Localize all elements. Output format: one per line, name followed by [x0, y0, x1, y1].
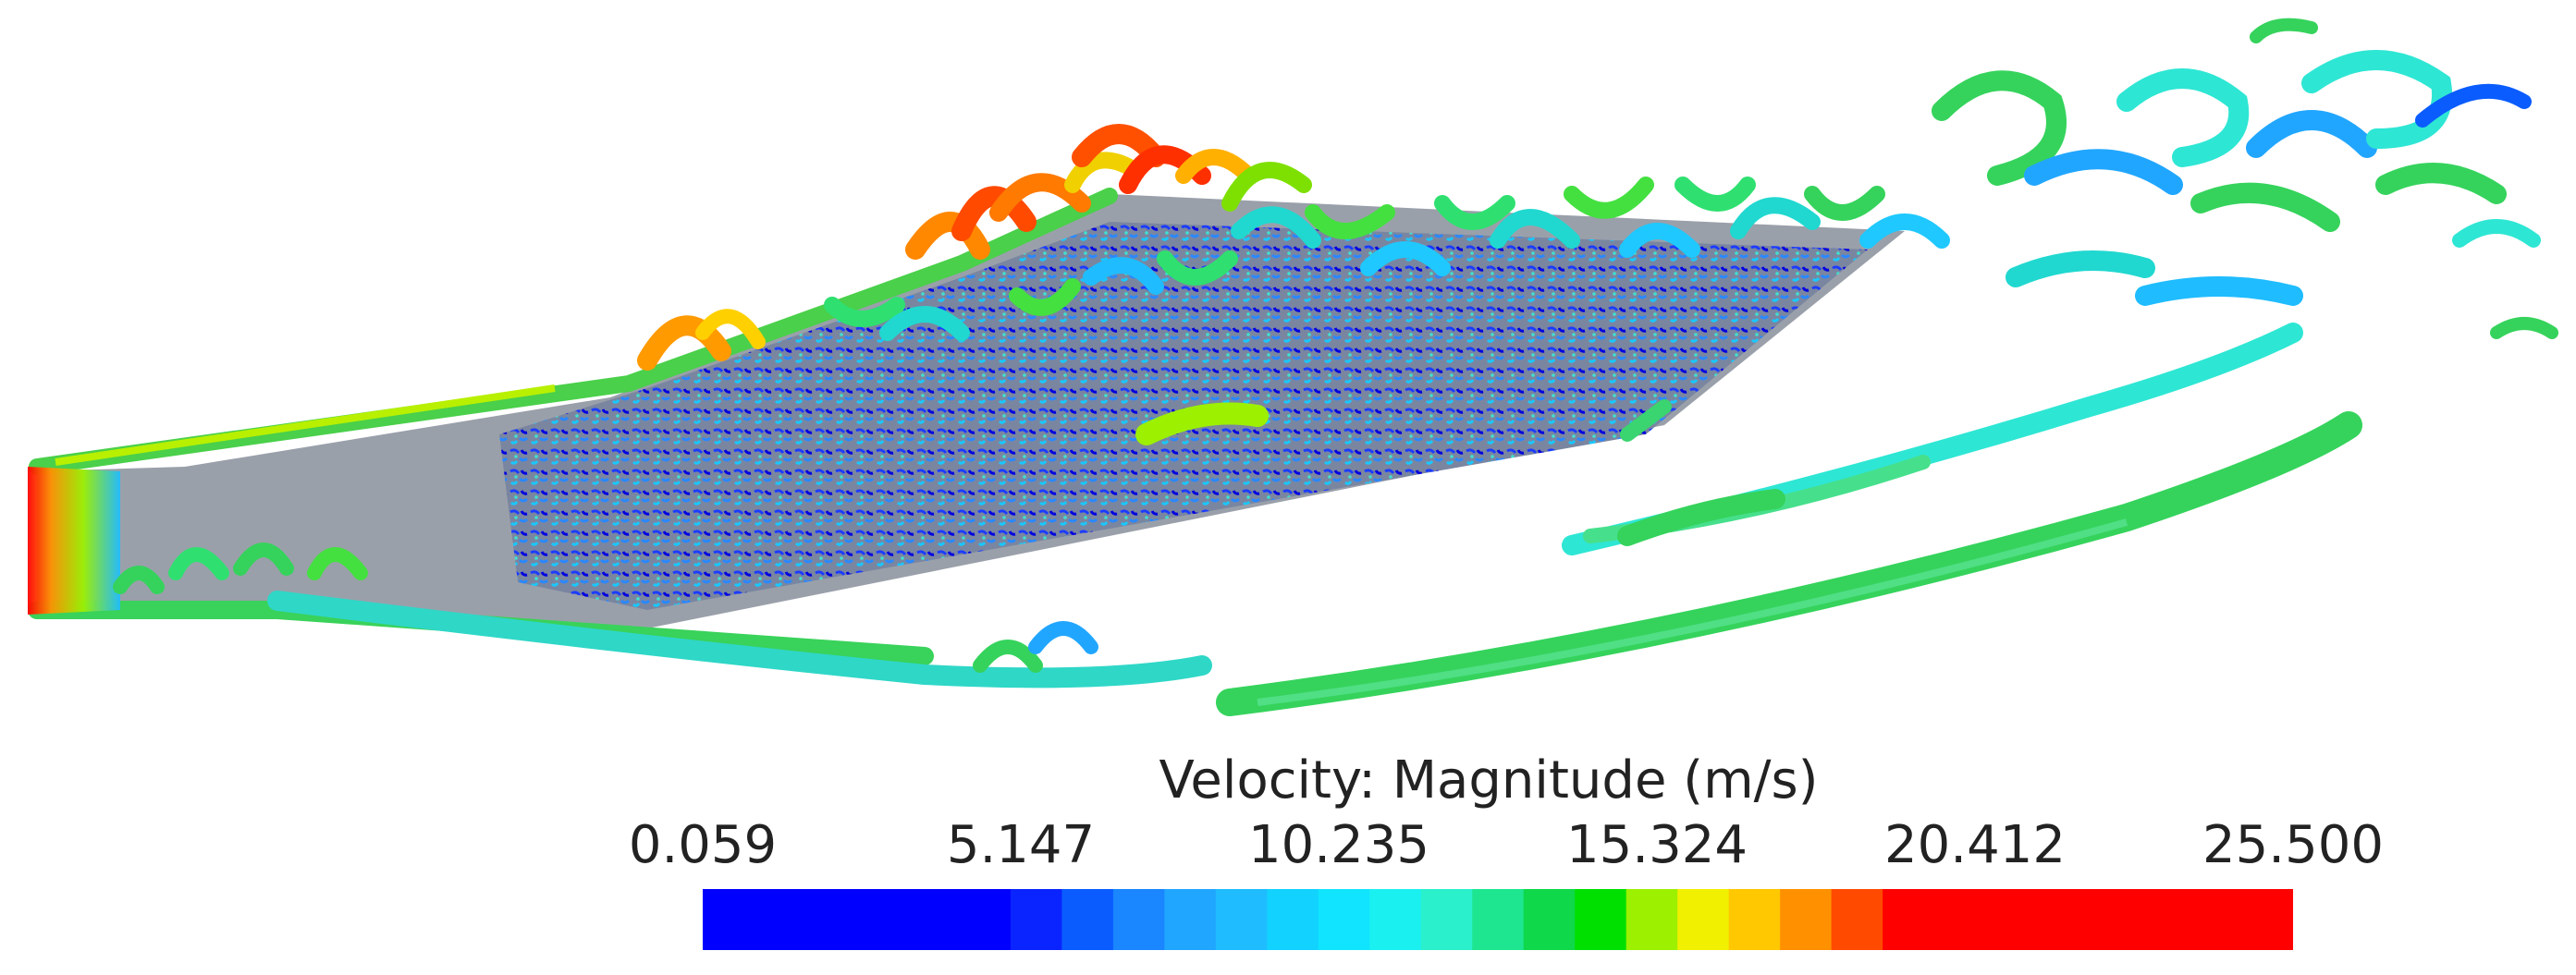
colorbar-band	[1112, 889, 1166, 950]
colorbar-band	[1164, 889, 1217, 950]
colorbar-band	[804, 889, 858, 950]
legend-tick-1: 5.147	[946, 815, 1096, 875]
colorbar-band	[1420, 889, 1474, 950]
colorbar-band	[2088, 889, 2141, 950]
channel-right-edge	[1620, 399, 1672, 442]
colorbar-band	[1472, 889, 1525, 950]
trailing-vortex-long	[1216, 411, 2362, 716]
lower-edge-vortices	[113, 542, 1098, 673]
legend-tick-4: 20.412	[1884, 815, 2066, 875]
colorbar-band	[1010, 889, 1063, 950]
legend-tick-0: 0.059	[628, 815, 778, 875]
colorbar-band	[1933, 889, 1986, 950]
colorbar-band	[1831, 889, 1883, 950]
colorbar-band	[1677, 889, 1730, 950]
colorbar-band	[1369, 889, 1422, 950]
legend-tick-5: 25.500	[2202, 815, 2384, 875]
colorbar-band	[1728, 889, 1781, 950]
colorbar-band	[856, 889, 909, 950]
colorbar-band	[1215, 889, 1269, 950]
channel-top-edge	[29, 188, 1118, 475]
downstream-vortex-loops	[1932, 18, 2558, 339]
colorbar-band	[1780, 889, 1833, 950]
inlet-face	[28, 467, 120, 615]
mid-field-vortices	[824, 177, 1950, 546]
colorbar-band	[1883, 889, 1935, 950]
colorbar-band	[959, 889, 1012, 950]
colorbar-band	[754, 889, 806, 950]
channel-top-edge-highlight	[55, 384, 556, 466]
colorbar-band	[2139, 889, 2191, 950]
upper-edge-vortices	[637, 124, 1312, 371]
colorbar-band	[2241, 889, 2293, 950]
colorbar-band	[703, 889, 755, 950]
vortex-isosurface-rendering	[28, 18, 2558, 716]
colorbar-band	[907, 889, 961, 950]
colorbar-band	[1625, 889, 1678, 950]
legend-title: Velocity: Magnitude (m/s)	[1159, 750, 1819, 810]
colorbar-band	[2190, 889, 2243, 950]
trailing-vortex-lower	[267, 591, 1212, 689]
legend-tick-3: 15.324	[1566, 815, 1748, 875]
colorbar-band	[1267, 889, 1319, 950]
velocity-colorbar	[703, 889, 2293, 950]
colorbar-band	[1061, 889, 1114, 950]
colorbar-band	[1575, 889, 1627, 950]
colorbar-band	[1985, 889, 2038, 950]
legend-tick-2: 10.235	[1248, 815, 1429, 875]
colorbar-band	[2036, 889, 2089, 950]
colorbar-band	[1523, 889, 1576, 950]
colorbar-band	[1318, 889, 1371, 950]
